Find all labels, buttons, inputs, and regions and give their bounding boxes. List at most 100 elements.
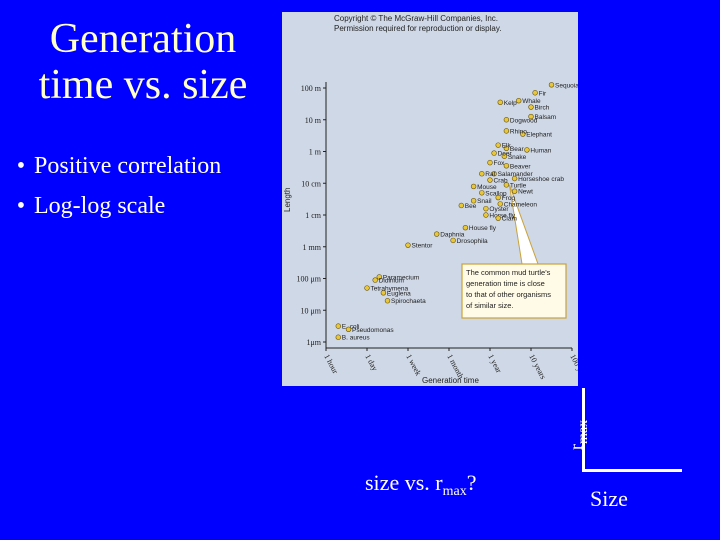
data-point <box>434 231 440 237</box>
y-tick-label: 1μm <box>306 338 321 347</box>
data-label: Fox <box>494 160 506 167</box>
callout-text: generation time is close <box>466 279 545 288</box>
question-text: size vs. rmax? <box>365 470 476 500</box>
y-axis-title: Length <box>283 188 292 212</box>
bullet-text: Log-log scale <box>34 193 166 219</box>
x-tick-label: 10 years <box>527 353 548 381</box>
data-label: Elephant <box>526 132 552 139</box>
data-label: Horseshoe crab <box>518 176 564 183</box>
x-axis-title: Generation time <box>422 376 479 385</box>
bullet-icon: • <box>16 153 26 179</box>
data-label: Spirochaeta <box>391 298 426 305</box>
y-tick-label: 1 cm <box>305 211 322 220</box>
data-point <box>501 153 508 159</box>
data-label: Rat <box>485 171 495 178</box>
data-label: Salamander <box>498 171 534 178</box>
data-label: Beaver <box>510 163 531 170</box>
data-point <box>503 182 510 188</box>
x-tick-label: 1 week <box>404 353 423 377</box>
data-label: Clam <box>502 216 517 223</box>
data-point <box>479 190 485 196</box>
data-label: Chameleon <box>504 201 538 208</box>
bullet-item: • Log-log scale <box>8 186 221 226</box>
callout-text: The common mud turtle's <box>466 268 551 277</box>
data-label: Turtle <box>510 182 527 189</box>
data-point <box>495 142 501 148</box>
title-line-1: Generation <box>49 16 237 62</box>
data-point <box>495 194 501 201</box>
data-point <box>524 147 530 153</box>
data-label: Birch <box>535 105 550 112</box>
data-label: E. coli <box>342 324 360 331</box>
data-point <box>497 99 503 105</box>
y-tick-label: 10 μm <box>300 306 321 315</box>
data-label: Paramecium <box>383 274 419 281</box>
copyright-line: Copyright © The McGraw-Hill Companies, I… <box>334 14 498 23</box>
bullet-icon: • <box>16 193 26 219</box>
data-point <box>335 334 341 340</box>
data-point <box>458 202 465 209</box>
data-label: Pseudomonas <box>352 327 394 334</box>
scatter-chart: Copyright © The McGraw-Hill Companies, I… <box>283 14 578 385</box>
data-point <box>483 205 489 212</box>
data-label: Bee <box>465 203 477 210</box>
data-point <box>487 177 493 183</box>
data-point <box>345 326 352 332</box>
data-point <box>491 150 497 156</box>
data-label: Frog <box>502 195 516 202</box>
y-tick-label: 1 m <box>309 148 322 157</box>
data-label: Horse fly <box>489 213 515 220</box>
data-point <box>462 225 469 231</box>
data-label: Kelp <box>504 100 517 107</box>
slide-title: Generation time vs. size <box>18 16 268 108</box>
data-label: Daphnia <box>440 232 465 239</box>
data-point <box>548 82 555 88</box>
data-point <box>503 117 510 123</box>
y-tick-label: 100 μm <box>296 275 321 284</box>
callout-text: to that of other organisms <box>466 290 551 299</box>
data-point <box>520 131 526 137</box>
data-point <box>503 145 510 152</box>
data-point <box>491 171 497 177</box>
data-point <box>380 290 387 296</box>
data-label: Rhino <box>510 128 527 135</box>
data-label: Snake <box>508 154 527 161</box>
data-label: Deer <box>498 151 513 158</box>
data-point <box>483 212 489 218</box>
data-point <box>497 201 503 207</box>
data-label: Fir <box>539 90 547 97</box>
bullet-list: • Positive correlation • Log-log scale <box>8 146 222 226</box>
y-tick-label: 100 m <box>301 84 322 93</box>
x-tick-label: 100 years <box>568 353 578 385</box>
data-point <box>376 274 383 280</box>
data-label: Human <box>530 147 551 154</box>
data-point <box>384 298 391 304</box>
data-label: Euglena <box>387 290 411 297</box>
data-point <box>335 323 341 329</box>
data-point <box>495 215 501 221</box>
data-label: Didinium <box>379 278 404 285</box>
x-tick-label: 1 day <box>363 353 379 373</box>
data-label: Sequoia <box>555 82 578 89</box>
data-label: Crab <box>494 178 508 185</box>
question-prefix: size vs. r <box>365 470 443 495</box>
scatter-figure: Copyright © The McGraw-Hill Companies, I… <box>282 12 578 386</box>
data-point <box>503 163 510 169</box>
sketch-x-axis <box>582 469 682 472</box>
data-label: Tetrahymena <box>371 286 409 293</box>
data-label: Whale <box>522 98 541 105</box>
callout-box <box>461 263 567 319</box>
data-label: Scallop <box>485 190 507 197</box>
data-label: Dogwood <box>510 117 538 124</box>
data-label: Balsam <box>535 114 557 121</box>
data-label: Oyster <box>489 206 509 213</box>
callout-text: of similar size. <box>466 301 514 310</box>
data-point <box>528 113 534 120</box>
data-point <box>470 198 477 204</box>
data-point <box>372 277 378 283</box>
question-suffix: ? <box>466 470 477 495</box>
bullet-item: • Positive correlation <box>8 146 222 186</box>
data-label: Mouse <box>477 184 497 191</box>
data-label: Newt <box>518 189 533 196</box>
data-label: Stentor <box>412 243 434 250</box>
